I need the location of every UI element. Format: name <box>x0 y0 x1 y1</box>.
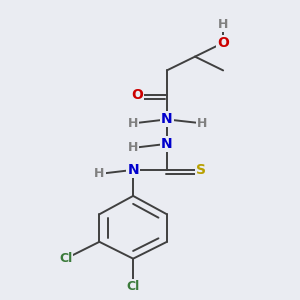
Text: Cl: Cl <box>59 252 72 265</box>
Text: H: H <box>218 18 228 31</box>
Text: H: H <box>128 117 138 130</box>
Text: S: S <box>196 163 206 177</box>
Text: N: N <box>127 163 139 177</box>
Text: H: H <box>197 117 208 130</box>
Text: O: O <box>131 88 143 102</box>
Text: N: N <box>161 112 173 126</box>
Text: O: O <box>217 36 229 50</box>
Text: N: N <box>161 137 173 151</box>
Text: H: H <box>94 167 105 180</box>
Text: H: H <box>128 141 138 154</box>
Text: Cl: Cl <box>127 280 140 293</box>
